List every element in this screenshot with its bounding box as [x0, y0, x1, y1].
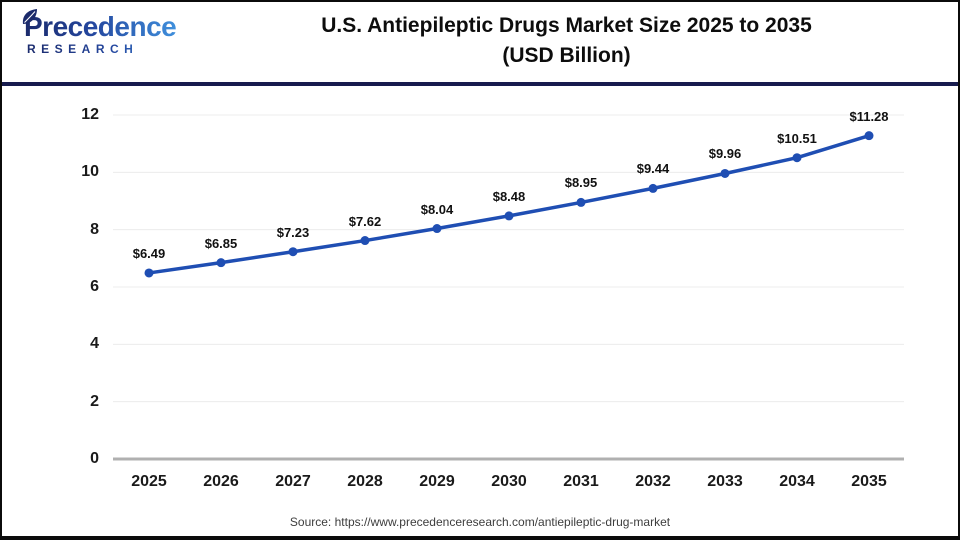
- value-label: $7.62: [348, 213, 382, 229]
- x-tick-label: 2034: [779, 473, 815, 490]
- y-tick-label: 2: [90, 392, 99, 410]
- chart-title: U.S. Antiepileptic Drugs Market Size 202…: [321, 14, 812, 37]
- value-label: $10.51: [777, 130, 817, 146]
- value-label: $9.44: [636, 161, 670, 177]
- x-tick-label: 2028: [347, 473, 383, 490]
- logo-subtitle: RESEARCH: [24, 43, 184, 55]
- x-tick-label: 2026: [203, 473, 239, 490]
- value-label: $8.95: [564, 175, 598, 191]
- header: Precedence RESEARCH U.S. Antiepileptic D…: [2, 2, 958, 82]
- x-tick-label: 2032: [635, 473, 671, 490]
- source-note: Source: https://www.precedenceresearch.c…: [289, 515, 671, 529]
- y-tick-label: 10: [81, 163, 99, 181]
- value-label: $6.85: [204, 235, 238, 251]
- x-tick-label: 2031: [563, 473, 599, 490]
- y-tick-label: 12: [81, 106, 99, 123]
- value-label: $11.28: [849, 108, 889, 124]
- x-tick-label: 2025: [131, 473, 167, 490]
- header-divider: [2, 82, 958, 86]
- precedence-research-logo: Precedence RESEARCH: [22, 9, 184, 55]
- value-label: $8.04: [420, 201, 454, 217]
- x-tick-label: 2027: [275, 473, 311, 490]
- leaf-icon: [22, 9, 38, 29]
- y-tick-label: 4: [90, 335, 99, 353]
- chart-title-block: U.S. Antiepileptic Drugs Market Size 202…: [187, 11, 946, 71]
- x-tick-label: 2035: [851, 473, 887, 490]
- x-tick-label: 2029: [419, 473, 455, 490]
- y-tick-label: 8: [90, 220, 99, 238]
- y-tick-label: 0: [90, 450, 99, 467]
- logo-wordmark: Precedence: [24, 11, 177, 42]
- value-label: $9.96: [708, 146, 742, 162]
- x-tick-label: 2030: [491, 473, 527, 490]
- value-label: $6.49: [132, 245, 166, 261]
- chart-subtitle: (USD Billion): [502, 44, 631, 67]
- y-tick-label: 6: [90, 278, 99, 295]
- value-label: $7.23: [276, 224, 310, 240]
- x-tick-label: 2033: [707, 473, 743, 490]
- value-label: $8.48: [492, 188, 526, 204]
